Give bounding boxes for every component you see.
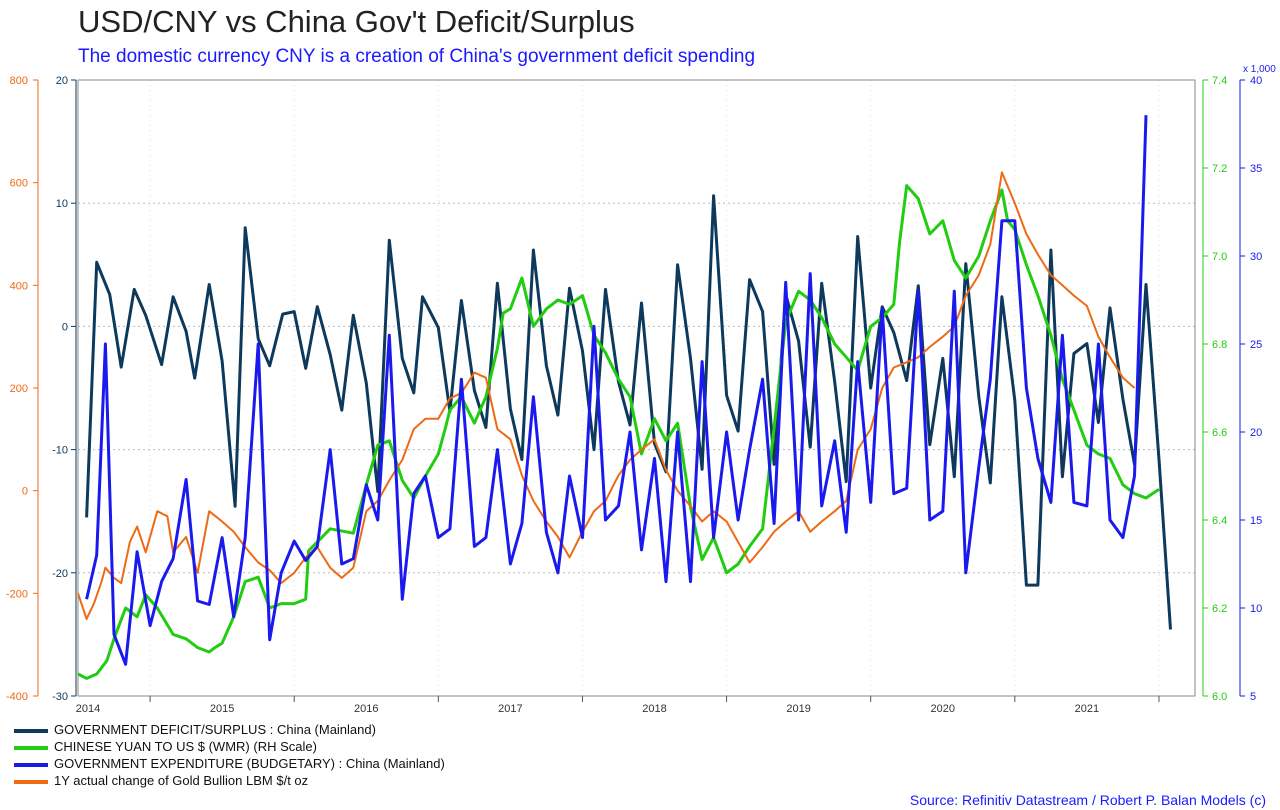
- series-line-deficit: [85, 194, 1172, 630]
- gold-axis-tick-label-5: 600: [10, 178, 28, 190]
- x-tick-label-3: 2017: [498, 703, 522, 715]
- gold-axis-tick-label-3: 200: [10, 383, 28, 395]
- plot-frame: [77, 79, 1196, 697]
- expenditure-axis-multiplier: x 1,000: [1243, 64, 1276, 75]
- gold-axis-tick-label-0: -400: [6, 691, 28, 703]
- legend-item-gold: 1Y actual change of Gold Bullion LBM $/t…: [14, 772, 445, 789]
- legend-item-yuan: CHINESE YUAN TO US $ (WMR) (RH Scale): [14, 738, 445, 755]
- legend-label-gold: 1Y actual change of Gold Bullion LBM $/t…: [54, 773, 309, 788]
- gold-axis-tick-label-6: 800: [10, 75, 28, 87]
- expenditure-axis-tick-label-1: 10: [1250, 603, 1262, 615]
- x-tick-label-0: 2014: [76, 703, 100, 715]
- source-note: Source: Refinitiv Datastream / Robert P.…: [909, 792, 1266, 808]
- gold-axis-tick-label-4: 400: [10, 280, 28, 292]
- legend-label-yuan: CHINESE YUAN TO US $ (WMR) (RH Scale): [54, 739, 317, 754]
- deficit-axis-tick-label-3: 0: [62, 321, 68, 333]
- yuan-axis-tick-label-0: 6.0: [1212, 691, 1227, 703]
- x-tick-label-7: 2021: [1075, 703, 1099, 715]
- legend-swatch-expenditure: [14, 762, 48, 767]
- legend-swatch-yuan: [14, 745, 48, 750]
- gold-axis-tick-label-2: 0: [22, 486, 28, 498]
- series-line-yuan: [77, 184, 1160, 680]
- legend-item-expenditure: GOVERNMENT EXPENDITURE (BUDGETARY) : Chi…: [14, 755, 445, 772]
- deficit-axis-tick-label-2: -10: [52, 445, 68, 457]
- x-tick-label-4: 2018: [642, 703, 666, 715]
- series-line-expenditure: [85, 115, 1148, 666]
- expenditure-axis-tick-label-2: 15: [1250, 515, 1262, 527]
- expenditure-axis-tick-label-4: 25: [1250, 339, 1262, 351]
- x-tick-label-2: 2016: [354, 703, 378, 715]
- yuan-axis-tick-label-6: 7.2: [1212, 163, 1227, 175]
- yuan-axis-tick-label-4: 6.8: [1212, 339, 1227, 351]
- legend-item-deficit: GOVERNMENT DEFICIT/SURPLUS : China (Main…: [14, 721, 445, 738]
- x-tick-label-6: 2020: [931, 703, 955, 715]
- x-tick-label-1: 2015: [210, 703, 234, 715]
- deficit-axis-tick-label-1: -20: [52, 568, 68, 580]
- deficit-axis-tick-label-5: 20: [56, 75, 68, 87]
- yuan-axis-tick-label-5: 7.0: [1212, 251, 1227, 263]
- chart-subtitle: The domestic currency CNY is a creation …: [78, 46, 756, 67]
- chart-title: USD/CNY vs China Gov't Deficit/Surplus: [78, 4, 635, 39]
- yuan-axis-tick-label-3: 6.6: [1212, 427, 1227, 439]
- yuan-axis-tick-label-2: 6.4: [1212, 515, 1227, 527]
- gold-axis-tick-label-1: -200: [6, 588, 28, 600]
- expenditure-axis-tick-label-3: 20: [1250, 427, 1262, 439]
- series-line-gold: [77, 171, 1136, 620]
- legend: GOVERNMENT DEFICIT/SURPLUS : China (Main…: [14, 721, 445, 789]
- expenditure-axis-tick-label-6: 35: [1250, 163, 1262, 175]
- deficit-axis-tick-label-0: -30: [52, 691, 68, 703]
- legend-label-expenditure: GOVERNMENT EXPENDITURE (BUDGETARY) : Chi…: [54, 756, 445, 771]
- axes-layer: 2014 2015 2016 2017 2018 2019 2020 2021-400-200…: [6, 64, 1276, 715]
- deficit-axis-tick-label-4: 10: [56, 198, 68, 210]
- legend-label-deficit: GOVERNMENT DEFICIT/SURPLUS : China (Main…: [54, 722, 376, 737]
- expenditure-axis-tick-label-7: 40: [1250, 75, 1262, 87]
- yuan-axis-tick-label-1: 6.2: [1212, 603, 1227, 615]
- yuan-axis-tick-label-7: 7.4: [1212, 75, 1227, 87]
- x-tick-label-5: 2019: [786, 703, 810, 715]
- expenditure-axis-tick-label-0: 5: [1250, 691, 1256, 703]
- series-layer: [77, 115, 1172, 680]
- legend-swatch-gold: [14, 779, 48, 784]
- expenditure-axis-tick-label-5: 30: [1250, 251, 1262, 263]
- legend-swatch-deficit: [14, 728, 48, 733]
